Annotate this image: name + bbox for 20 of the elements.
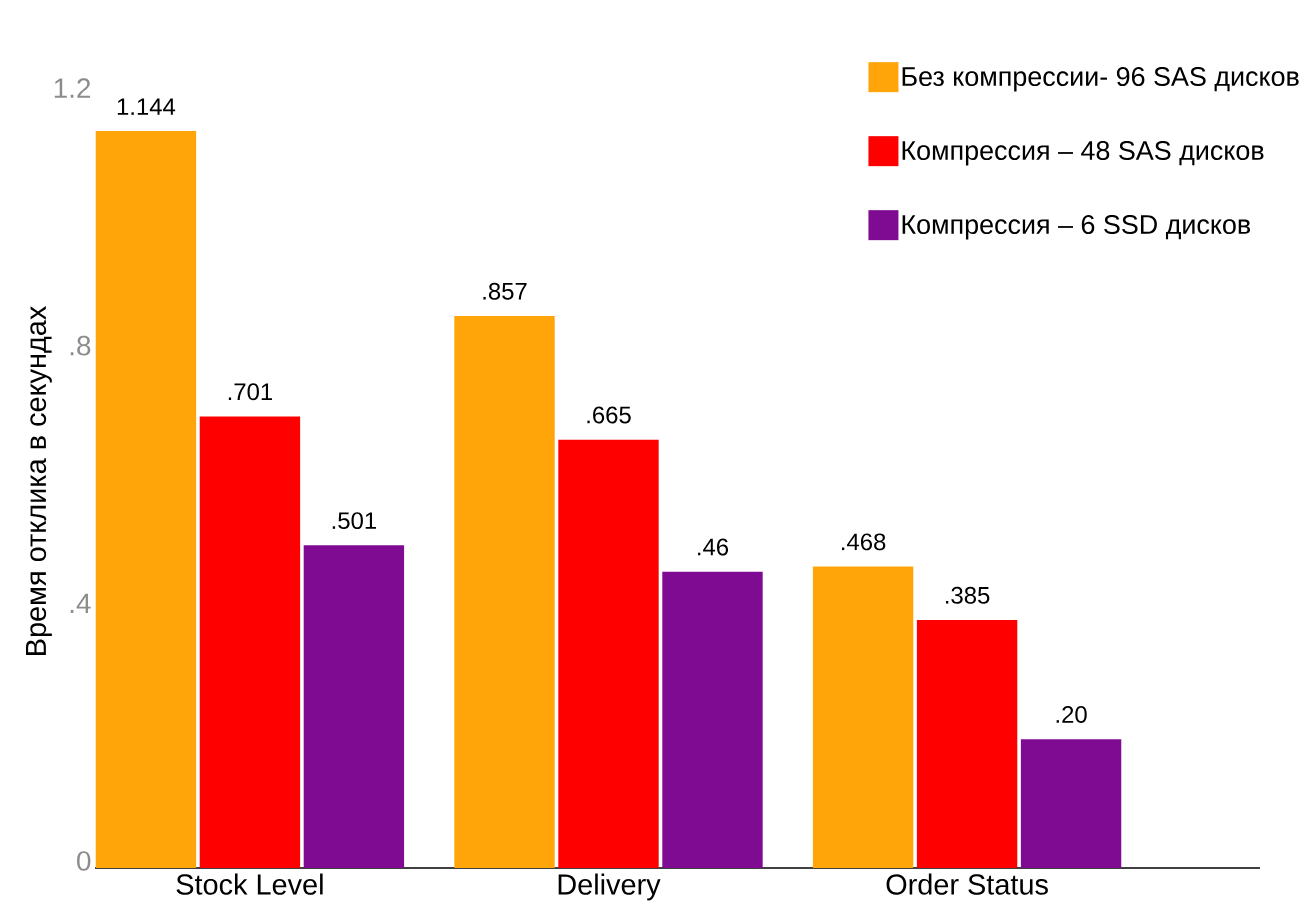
legend-label: Компрессия – 6 SSD дисков bbox=[902, 215, 1251, 240]
y-axis-title: Время отклика в секундах bbox=[25, 306, 52, 655]
data-label: .46 bbox=[698, 538, 729, 556]
y-tick-label: .8 bbox=[70, 335, 91, 356]
x-tick-label: Order Status bbox=[886, 873, 1048, 895]
data-label: .468 bbox=[842, 533, 886, 551]
data-label: .857 bbox=[483, 282, 527, 300]
y-tick-label: 1.2 bbox=[54, 78, 91, 98]
data-label: .20 bbox=[1056, 706, 1087, 723]
x-tick-label: Stock Level bbox=[176, 873, 323, 895]
data-label: .665 bbox=[587, 406, 631, 424]
y-tick-label: 0 bbox=[77, 851, 91, 871]
y-tick-label: .4 bbox=[70, 593, 91, 613]
legend-label: Без компрессии- 96 SAS дисков bbox=[902, 67, 1299, 92]
legend-label: Компрессия – 48 SAS дисков bbox=[902, 141, 1264, 166]
data-label: .701 bbox=[228, 383, 272, 401]
data-label: .501 bbox=[332, 512, 376, 530]
data-label: .385 bbox=[946, 586, 990, 604]
data-label: 1.144 bbox=[117, 98, 176, 115]
x-tick-label: Delivery bbox=[558, 873, 661, 901]
